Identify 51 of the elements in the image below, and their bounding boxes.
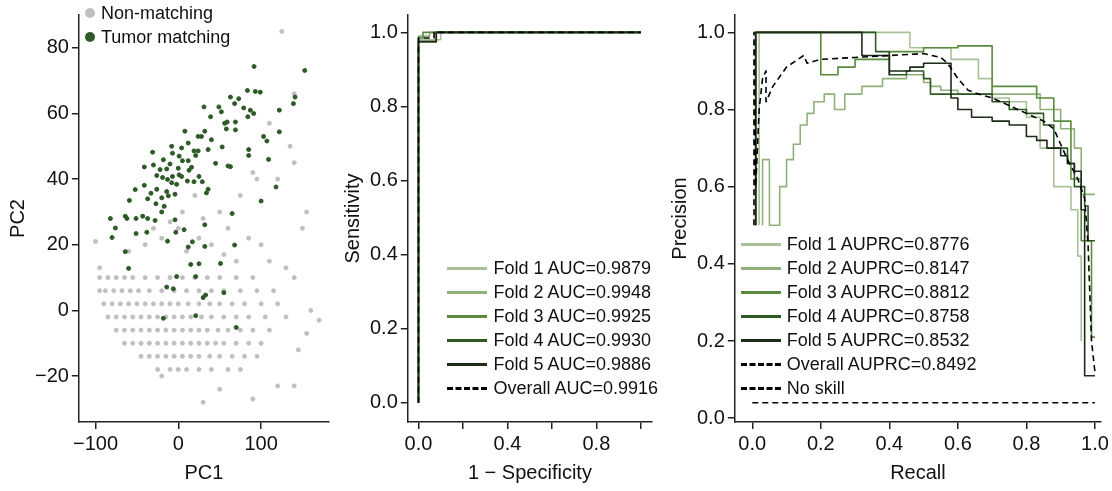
y-tick-label: 0.0 xyxy=(696,405,725,428)
y-tick-label: 60 xyxy=(46,100,69,123)
legend-label: Overall AUC=0.9916 xyxy=(493,377,658,400)
legend-label: Fold 2 AUPRC=0.8147 xyxy=(786,257,970,280)
x-tick-label: 1.0 xyxy=(1081,431,1109,454)
x-tick-label: 0.0 xyxy=(404,431,433,454)
y-tick-label: 0.8 xyxy=(696,97,725,120)
x-tick-label: 0.4 xyxy=(493,431,522,454)
y-tick-label: −20 xyxy=(34,363,69,386)
x-tick-label: 0.8 xyxy=(582,431,611,454)
legend-label: Fold 4 AUPRC=0.8758 xyxy=(786,305,970,328)
x-tick-label: 0.4 xyxy=(875,431,904,454)
legend-label: Fold 3 AUC=0.9925 xyxy=(493,305,652,328)
x-axis-title: PC1 xyxy=(184,460,224,483)
y-axis-title: Sensitivity xyxy=(340,173,363,264)
x-axis-title: 1 − Specificity xyxy=(467,460,592,483)
x-tick-label: 0.6 xyxy=(943,431,972,454)
y-tick-label: 0.0 xyxy=(369,390,398,413)
legend-label: Fold 5 AUPRC=0.8532 xyxy=(786,329,970,352)
x-tick-label: 100 xyxy=(244,431,278,454)
x-tick-label: 0.0 xyxy=(738,431,767,454)
y-tick-label: 0.6 xyxy=(696,174,725,197)
legend-label: Non-matching xyxy=(100,2,213,25)
legend-label: Fold 4 AUC=0.9930 xyxy=(493,329,652,352)
y-tick-label: 80 xyxy=(46,35,69,58)
y-tick-label: 0 xyxy=(57,297,69,320)
legend-label: Tumor matching xyxy=(100,26,231,49)
x-tick-label: 0 xyxy=(172,431,184,454)
y-axis-title: Precision xyxy=(667,177,690,260)
y-tick-label: 0.8 xyxy=(369,93,398,116)
legend-label: No skill xyxy=(786,377,845,400)
legend-label: Fold 1 AUC=0.9879 xyxy=(493,257,652,280)
y-tick-label: 1.0 xyxy=(696,19,725,42)
y-tick-label: 0.4 xyxy=(696,251,725,274)
x-tick-label: −100 xyxy=(72,431,119,454)
y-tick-label: 0.4 xyxy=(369,242,398,265)
x-axis-title: Recall xyxy=(890,460,946,483)
x-tick-label: 0.8 xyxy=(1012,431,1041,454)
y-tick-label: 1.0 xyxy=(369,19,398,42)
y-tick-label: 0.6 xyxy=(369,168,398,191)
y-tick-label: 20 xyxy=(46,232,69,255)
y-tick-label: 0.2 xyxy=(696,328,725,351)
legend-label: Fold 2 AUC=0.9948 xyxy=(493,281,652,304)
x-tick-label: 0.2 xyxy=(806,431,835,454)
legend-label: Overall AUPRC=0.8492 xyxy=(786,353,977,376)
y-tick-label: 40 xyxy=(46,166,69,189)
legend-label: Fold 3 AUPRC=0.8812 xyxy=(786,281,970,304)
y-axis-title: PC2 xyxy=(5,199,28,238)
legend-label: Fold 1 AUPRC=0.8776 xyxy=(786,233,970,256)
y-tick-label: 0.2 xyxy=(369,316,398,339)
legend-label: Fold 5 AUC=0.9886 xyxy=(493,353,652,376)
